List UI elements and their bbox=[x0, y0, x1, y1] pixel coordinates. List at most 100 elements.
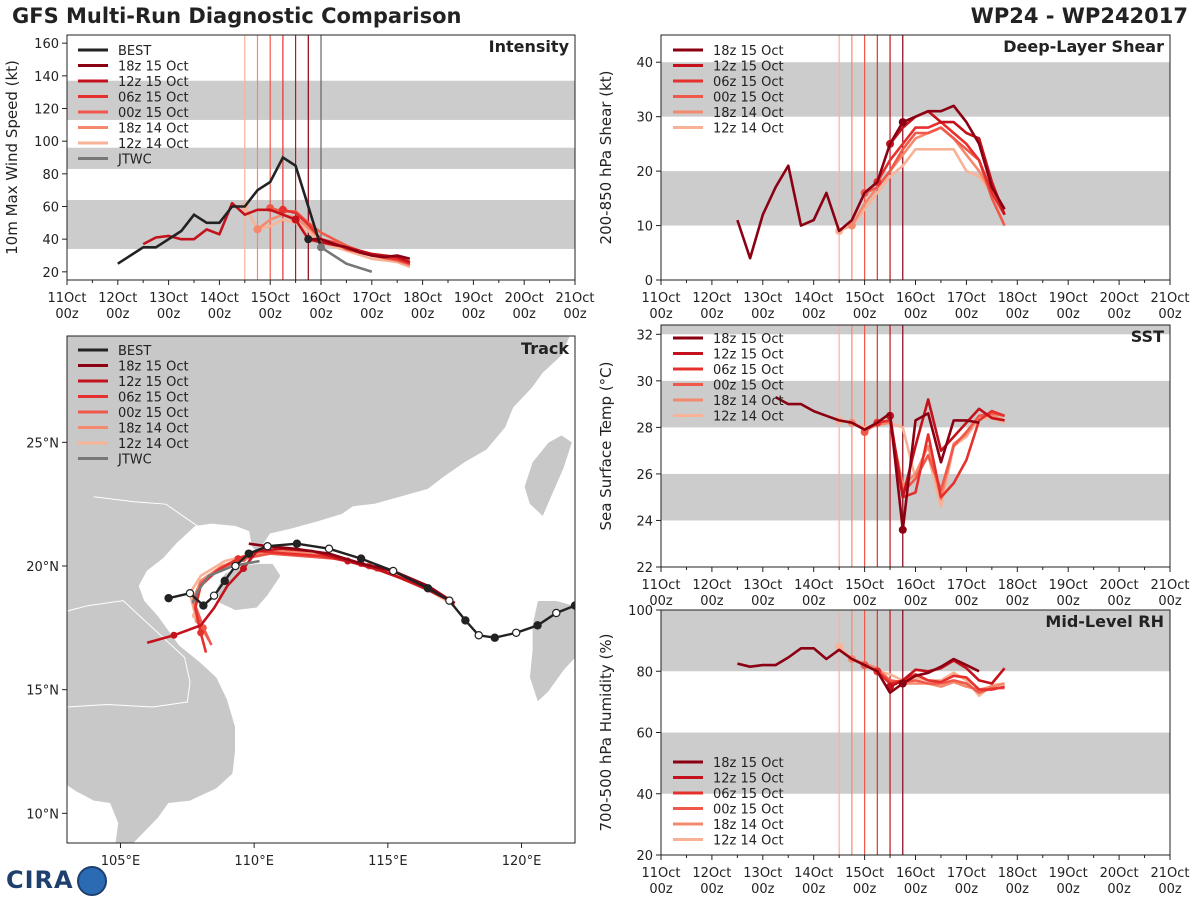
track-best-point bbox=[474, 631, 483, 640]
shear-xtick-hour: 00z bbox=[649, 307, 673, 322]
rh-xtick-hour: 00z bbox=[700, 882, 724, 897]
intensity-xtick-day: 16Oct bbox=[301, 291, 340, 306]
sst-xtick-day: 15Oct bbox=[845, 578, 884, 593]
sst-xtick-hour: 00z bbox=[649, 594, 673, 609]
legend-label-run-1: 12z 15 Oct bbox=[713, 348, 784, 363]
intensity-xtick-day: 21Oct bbox=[555, 291, 594, 306]
cira-logo-text: CIRA bbox=[6, 866, 74, 894]
track-run-point bbox=[239, 564, 247, 572]
shear-xtick-hour: 00z bbox=[955, 307, 979, 322]
rh-xtick-day: 15Oct bbox=[845, 866, 884, 881]
cira-logo: CIRA bbox=[6, 866, 107, 896]
shear-init-point bbox=[898, 118, 907, 127]
intensity-init-point bbox=[253, 225, 262, 234]
legend-label-run-4: 18z 14 Oct bbox=[713, 106, 784, 121]
intensity-best-point bbox=[304, 235, 313, 244]
legend-label-run-4: 18z 14 Oct bbox=[713, 394, 784, 409]
sst-xtick-hour: 00z bbox=[853, 594, 877, 609]
shear-ytick-label: 30 bbox=[636, 111, 653, 126]
sst-xtick-day: 11Oct bbox=[641, 578, 680, 593]
shear-xtick-day: 14Oct bbox=[794, 291, 833, 306]
track-xtick-label: 115°E bbox=[368, 854, 408, 869]
mainland-land bbox=[67, 336, 571, 843]
intensity-xtick-day: 15Oct bbox=[251, 291, 290, 306]
rh-ytick-label: 80 bbox=[636, 665, 653, 680]
shear-xtick-day: 16Oct bbox=[896, 291, 935, 306]
shear-series-line bbox=[838, 148, 1006, 233]
sst-panel: 22242628303211Oct00z12Oct00z13Oct00z14Oc… bbox=[597, 324, 1190, 609]
rh-ytick-label: 20 bbox=[636, 849, 653, 864]
track-best-point bbox=[292, 539, 302, 548]
rh-init-point bbox=[835, 642, 844, 651]
rh-xtick-hour: 00z bbox=[1057, 882, 1081, 897]
shear-xtick-hour: 00z bbox=[802, 307, 826, 322]
track-ytick-label: 10°N bbox=[26, 807, 59, 822]
shear-ytick-label: 10 bbox=[636, 220, 653, 235]
legend-label-run-2: 06z 15 Oct bbox=[118, 91, 189, 106]
shear-xtick-day: 12Oct bbox=[692, 291, 731, 306]
rh-xtick-day: 20Oct bbox=[1100, 866, 1139, 881]
taiwan-land bbox=[523, 434, 573, 518]
rh-xtick-hour: 00z bbox=[751, 882, 775, 897]
legend-label-run-5: 12z 14 Oct bbox=[713, 122, 784, 137]
sst-ytick-label: 26 bbox=[636, 468, 653, 483]
intensity-ytick-label: 140 bbox=[34, 70, 59, 85]
intensity-ylabel: 10m Max Wind Speed (kt) bbox=[3, 60, 21, 255]
page-title: GFS Multi-Run Diagnostic Comparison bbox=[12, 4, 462, 28]
sst-band bbox=[661, 473, 1170, 521]
intensity-xtick-day: 20Oct bbox=[505, 291, 544, 306]
intensity-xtick-hour: 00z bbox=[309, 307, 333, 322]
track-panel: 105°E 110°E 115°E 120°E 10°N 15°N 20°N 25°N Trac… bbox=[26, 335, 576, 869]
sst-ytick-label: 32 bbox=[636, 328, 653, 343]
shear-panel: 01020304011Oct00z12Oct00z13Oct00z14Oct00… bbox=[597, 34, 1190, 322]
shear-band bbox=[661, 62, 1170, 117]
legend-label-run-0: 18z 15 Oct bbox=[118, 360, 189, 375]
intensity-xtick-hour: 00z bbox=[563, 307, 587, 322]
shear-xtick-day: 15Oct bbox=[845, 291, 884, 306]
legend-label-run-3: 00z 15 Oct bbox=[118, 406, 189, 421]
sst-xtick-hour: 00z bbox=[1158, 594, 1182, 609]
track-best-point bbox=[570, 601, 575, 610]
shear-xtick-day: 21Oct bbox=[1150, 291, 1189, 306]
intensity-xtick-day: 13Oct bbox=[149, 291, 188, 306]
globe-icon bbox=[76, 866, 107, 896]
rh-xtick-day: 14Oct bbox=[794, 866, 833, 881]
shear-series-line bbox=[736, 104, 1006, 260]
intensity-xtick-day: 18Oct bbox=[403, 291, 442, 306]
track-lines-group bbox=[146, 539, 575, 653]
legend-label-run-1: 12z 15 Oct bbox=[713, 60, 784, 75]
track-best-point bbox=[533, 621, 542, 630]
shear-xtick-hour: 00z bbox=[853, 307, 877, 322]
legend-label-jtwc: JTWC bbox=[117, 153, 152, 168]
intensity-jtwc-point bbox=[317, 243, 325, 252]
shear-xtick-day: 20Oct bbox=[1100, 291, 1139, 306]
intensity-xtick-day: 17Oct bbox=[352, 291, 391, 306]
intensity-xtick-day: 14Oct bbox=[200, 291, 239, 306]
intensity-ytick-label: 160 bbox=[34, 37, 59, 52]
track-best-point bbox=[445, 596, 454, 605]
intensity-panel: 2040608010012014016011Oct00z12Oct00z13Oc… bbox=[3, 34, 595, 322]
rh-xtick-day: 16Oct bbox=[896, 866, 935, 881]
legend-label-run-5: 12z 14 Oct bbox=[713, 410, 784, 425]
legend-label-run-1: 12z 15 Oct bbox=[118, 75, 189, 90]
sst-xtick-day: 19Oct bbox=[1049, 578, 1088, 593]
rh-xtick-day: 19Oct bbox=[1049, 866, 1088, 881]
border-line bbox=[67, 600, 191, 708]
rh-ytick-label: 40 bbox=[636, 788, 653, 803]
shear-xtick-day: 18Oct bbox=[998, 291, 1037, 306]
sst-xtick-hour: 00z bbox=[751, 594, 775, 609]
sst-panel-title: SST bbox=[1131, 327, 1164, 346]
sst-xtick-hour: 00z bbox=[904, 594, 928, 609]
shear-xtick-day: 19Oct bbox=[1049, 291, 1088, 306]
sst-xtick-hour: 00z bbox=[1006, 594, 1030, 609]
shear-series-line bbox=[888, 109, 1006, 216]
storm-id: WP24 - WP242017 bbox=[970, 4, 1188, 28]
legend-label-run-2: 06z 15 Oct bbox=[713, 75, 784, 90]
rh-init-point bbox=[898, 679, 907, 688]
rh-xtick-day: 13Oct bbox=[743, 866, 782, 881]
track-best-point bbox=[552, 608, 561, 618]
track-best-point bbox=[244, 549, 254, 558]
sst-ytick-label: 28 bbox=[636, 421, 653, 436]
legend-label-run-2: 06z 15 Oct bbox=[118, 391, 189, 406]
